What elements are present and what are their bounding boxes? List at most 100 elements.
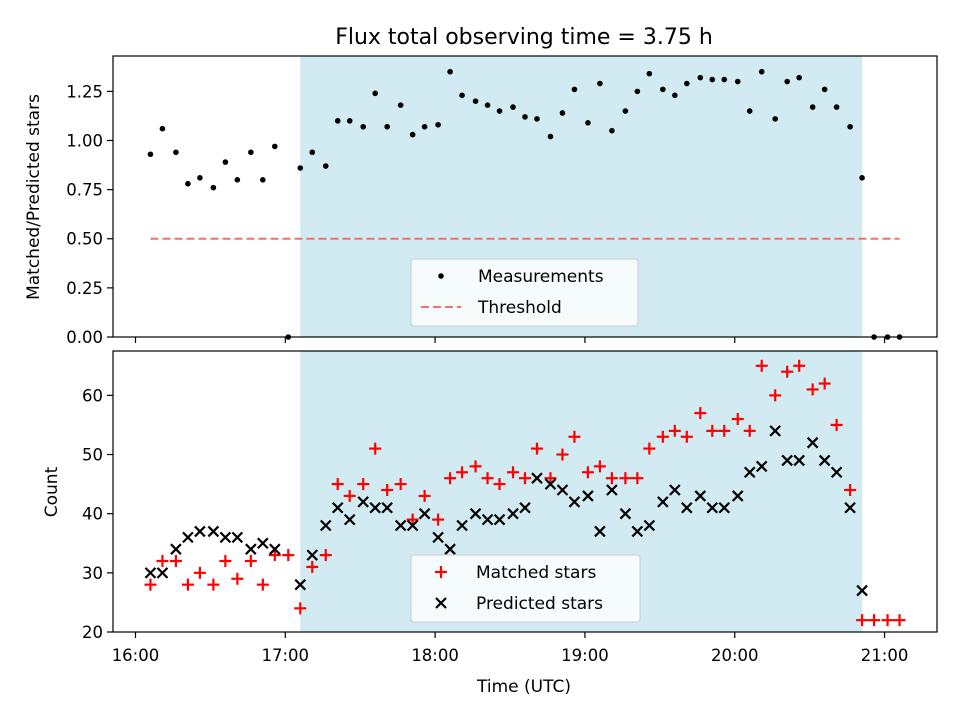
matched-star-point	[830, 418, 843, 431]
bottom-legend: Matched stars Predicted stars	[410, 554, 641, 623]
predicted-star-point	[706, 501, 719, 514]
measurement-point	[559, 110, 566, 116]
measurement-point	[859, 175, 865, 181]
measurement-point	[260, 176, 266, 183]
top-axes-frame	[112, 55, 938, 338]
bottom-legend-box	[410, 554, 641, 623]
predicted-star-point	[731, 490, 744, 502]
matched-star-point	[593, 460, 606, 473]
top-y-tick-label: 1.00	[66, 131, 103, 150]
top-y-axis-label: Matched/Predicted stars	[24, 94, 44, 300]
measurement-point	[372, 90, 378, 97]
measurement-point	[435, 121, 441, 128]
predicted-star-point	[369, 501, 381, 514]
matched-star-point	[793, 359, 806, 372]
matched-star-point	[881, 614, 894, 627]
predicted-star-point	[507, 507, 519, 520]
matched-star-point	[268, 549, 281, 562]
top-legend-box	[410, 258, 639, 327]
predicted-star-point	[343, 513, 356, 526]
predicted-star-point	[357, 496, 369, 508]
measurement-point	[772, 116, 778, 122]
measurement-point	[197, 175, 203, 181]
matched-star-point	[519, 472, 531, 485]
predicted-star-point	[319, 519, 332, 532]
measurement-point	[147, 151, 154, 158]
matched-star-point	[656, 430, 669, 443]
matched-star-point	[856, 614, 869, 627]
matched-star-point	[244, 555, 257, 568]
predicted-star-point	[681, 501, 693, 514]
predicted-star-point	[170, 543, 182, 555]
predicted-star-point	[781, 454, 793, 467]
matched-star-point	[631, 472, 644, 485]
matched-star-point	[530, 442, 543, 455]
measurement-point	[496, 108, 503, 114]
top-y-tick-label: 0.00	[66, 328, 103, 347]
top-panel: 0.00 0.25 0.50 0.75 1.00 1.25 Matched/Predict…	[24, 55, 938, 347]
matched-star-point	[432, 513, 445, 526]
matched-star-point	[357, 478, 370, 491]
predicted-star-point	[718, 501, 731, 514]
bottom-x-tick-label: 16:00	[112, 646, 160, 665]
matched-star-point	[731, 413, 744, 426]
measurement-point	[734, 78, 741, 85]
measurement-point	[510, 104, 516, 110]
measurements-legend-marker	[438, 273, 444, 279]
measurement-point	[721, 76, 728, 83]
predicted-star-point	[544, 478, 557, 490]
predicted-star-point	[418, 507, 431, 520]
predicted-star-point	[219, 531, 232, 544]
matched-star-point	[219, 555, 232, 568]
measurement-point	[397, 102, 404, 108]
measurement-point	[660, 86, 666, 93]
matched-star-point	[444, 472, 457, 485]
matched-star-point	[156, 555, 169, 568]
matched-star-point	[581, 466, 594, 479]
matched-star-point	[605, 472, 618, 485]
measurement-point	[833, 104, 840, 110]
measurement-point	[334, 118, 341, 124]
predicted-star-point	[594, 525, 606, 538]
bottom-y-axis-label: Count	[42, 466, 62, 517]
predicted-star-point	[294, 578, 307, 591]
measurement-point	[622, 108, 629, 114]
predicted-star-point	[631, 525, 644, 538]
measurement-point	[309, 149, 316, 156]
matched-star-point	[781, 365, 794, 378]
measurement-point	[809, 104, 816, 110]
measurement-point	[821, 86, 828, 93]
measurement-point	[159, 125, 166, 132]
predicted-star-point	[669, 484, 681, 496]
measurement-point	[472, 98, 479, 104]
predicted-star-point	[830, 466, 843, 479]
matched-star-point	[643, 442, 656, 455]
matched-star-point	[507, 466, 520, 479]
predicted-star-point	[856, 584, 868, 597]
measurement-point	[609, 127, 615, 134]
predicted-star-point	[194, 525, 206, 538]
measurement-point	[709, 76, 716, 83]
measurement-point	[547, 133, 554, 140]
measurement-point	[784, 78, 790, 85]
bottom-x-tick-label: 20:00	[711, 646, 759, 665]
bottom-y-tick-label: 20	[82, 623, 103, 642]
matched-star-point	[818, 377, 831, 390]
predicted-star-point	[381, 501, 393, 514]
measurement-point	[297, 165, 304, 171]
predicted-legend-marker	[435, 597, 447, 609]
measurement-point	[210, 184, 217, 191]
matched-star-point	[294, 602, 307, 615]
matched-star-point	[381, 484, 394, 497]
measurement-point	[421, 123, 428, 130]
predicted-star-point	[306, 549, 319, 561]
predicted-star-point	[156, 567, 169, 579]
top-y-tick-label: 1.25	[66, 82, 103, 101]
measurement-point	[248, 149, 254, 156]
predicted-star-point	[406, 519, 419, 532]
bottom-panel: 20 30 40 50 60 16:00 17:00 18:00 19:00 20:00 21:00…	[42, 350, 938, 697]
x-axis-label: Time (UTC)	[476, 677, 571, 697]
matched-star-point	[369, 442, 382, 455]
measurement-point	[746, 108, 753, 114]
